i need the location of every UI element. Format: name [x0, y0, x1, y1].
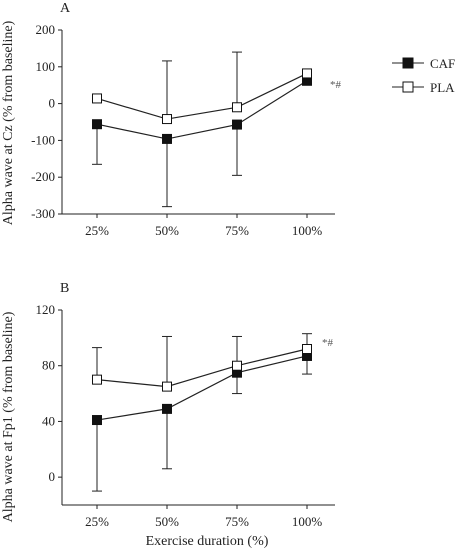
panel-a-significance-annotation: *#: [330, 79, 342, 91]
legend-caf-label: CAF: [430, 56, 455, 71]
panel-a-pla-point: [232, 102, 242, 113]
panel-a-y-tick-label: 100: [36, 59, 56, 74]
panel-a-caf-point: [92, 119, 102, 130]
panel-b-y-tick-label: 0: [49, 469, 56, 484]
panel-b-y-tick-label: 80: [42, 358, 55, 373]
panel-a-x-tick-label: 100%: [292, 223, 323, 238]
panel-a-pla-point: [92, 93, 102, 104]
panel-a-pla-point: [162, 114, 172, 125]
panel-b-pla-point: [92, 374, 102, 385]
panel-a-caf-point: [232, 119, 242, 130]
panel-b-y-tick-label: 40: [42, 413, 55, 428]
panel-b-pla-point: [302, 344, 312, 354]
panel-a-y-tick-label: -200: [31, 169, 55, 184]
panel-b-y-axis-label: Alpha wave at Fp1 (% from baseline): [1, 311, 16, 522]
panel-b-x-tick-label: 25%: [85, 514, 109, 529]
panel-a-y-tick-label: -100: [31, 132, 55, 147]
panel-b-pla-point: [232, 360, 242, 371]
panel-b-label: B: [60, 281, 69, 296]
panel-a-y-tick-label: 0: [49, 96, 56, 111]
legend-pla-marker: [402, 81, 414, 93]
panel-b-caf-point: [92, 415, 102, 426]
panel-b-caf-line: [96, 355, 308, 421]
panel-b-x-tick-label: 100%: [292, 514, 323, 529]
panel-a-x-tick-label: 50%: [155, 223, 179, 238]
panel-b-x-tick-label: 50%: [155, 514, 179, 529]
panel-a-y-axis-label: Alpha wave at Cz (% from baseline): [1, 20, 16, 225]
panel-a: A Alpha wave at Cz (% from baseline) *# …: [1, 1, 342, 238]
legend-pla-label: PLA: [430, 80, 455, 95]
panel-a-pla-point: [302, 68, 312, 79]
panel-a-caf-point: [162, 133, 172, 144]
legend: CAF PLA: [392, 56, 455, 95]
panel-b-pla-line: [96, 348, 308, 388]
panel-b-pla-point: [162, 381, 172, 392]
x-axis-label: Exercise duration (%): [146, 534, 269, 549]
panel-a-caf-line: [96, 80, 308, 140]
panel-a-pla-line: [96, 72, 308, 120]
panel-b-significance-annotation: *#: [322, 337, 334, 349]
panel-a-y-tick-label: 200: [36, 22, 56, 37]
panel-b-x-tick-label: 75%: [225, 514, 249, 529]
panel-b-caf-point: [162, 403, 172, 414]
panel-a-x-tick-label: 75%: [225, 223, 249, 238]
panel-a-y-tick-label: -300: [31, 206, 55, 221]
panel-a-label: A: [60, 1, 71, 16]
panel-a-x-tick-label: 25%: [85, 223, 109, 238]
panel-b-y-tick-label: 120: [36, 302, 56, 317]
panel-b: B Alpha wave at Fp1 (% from baseline) *#…: [1, 281, 335, 549]
legend-caf-marker: [402, 57, 414, 69]
